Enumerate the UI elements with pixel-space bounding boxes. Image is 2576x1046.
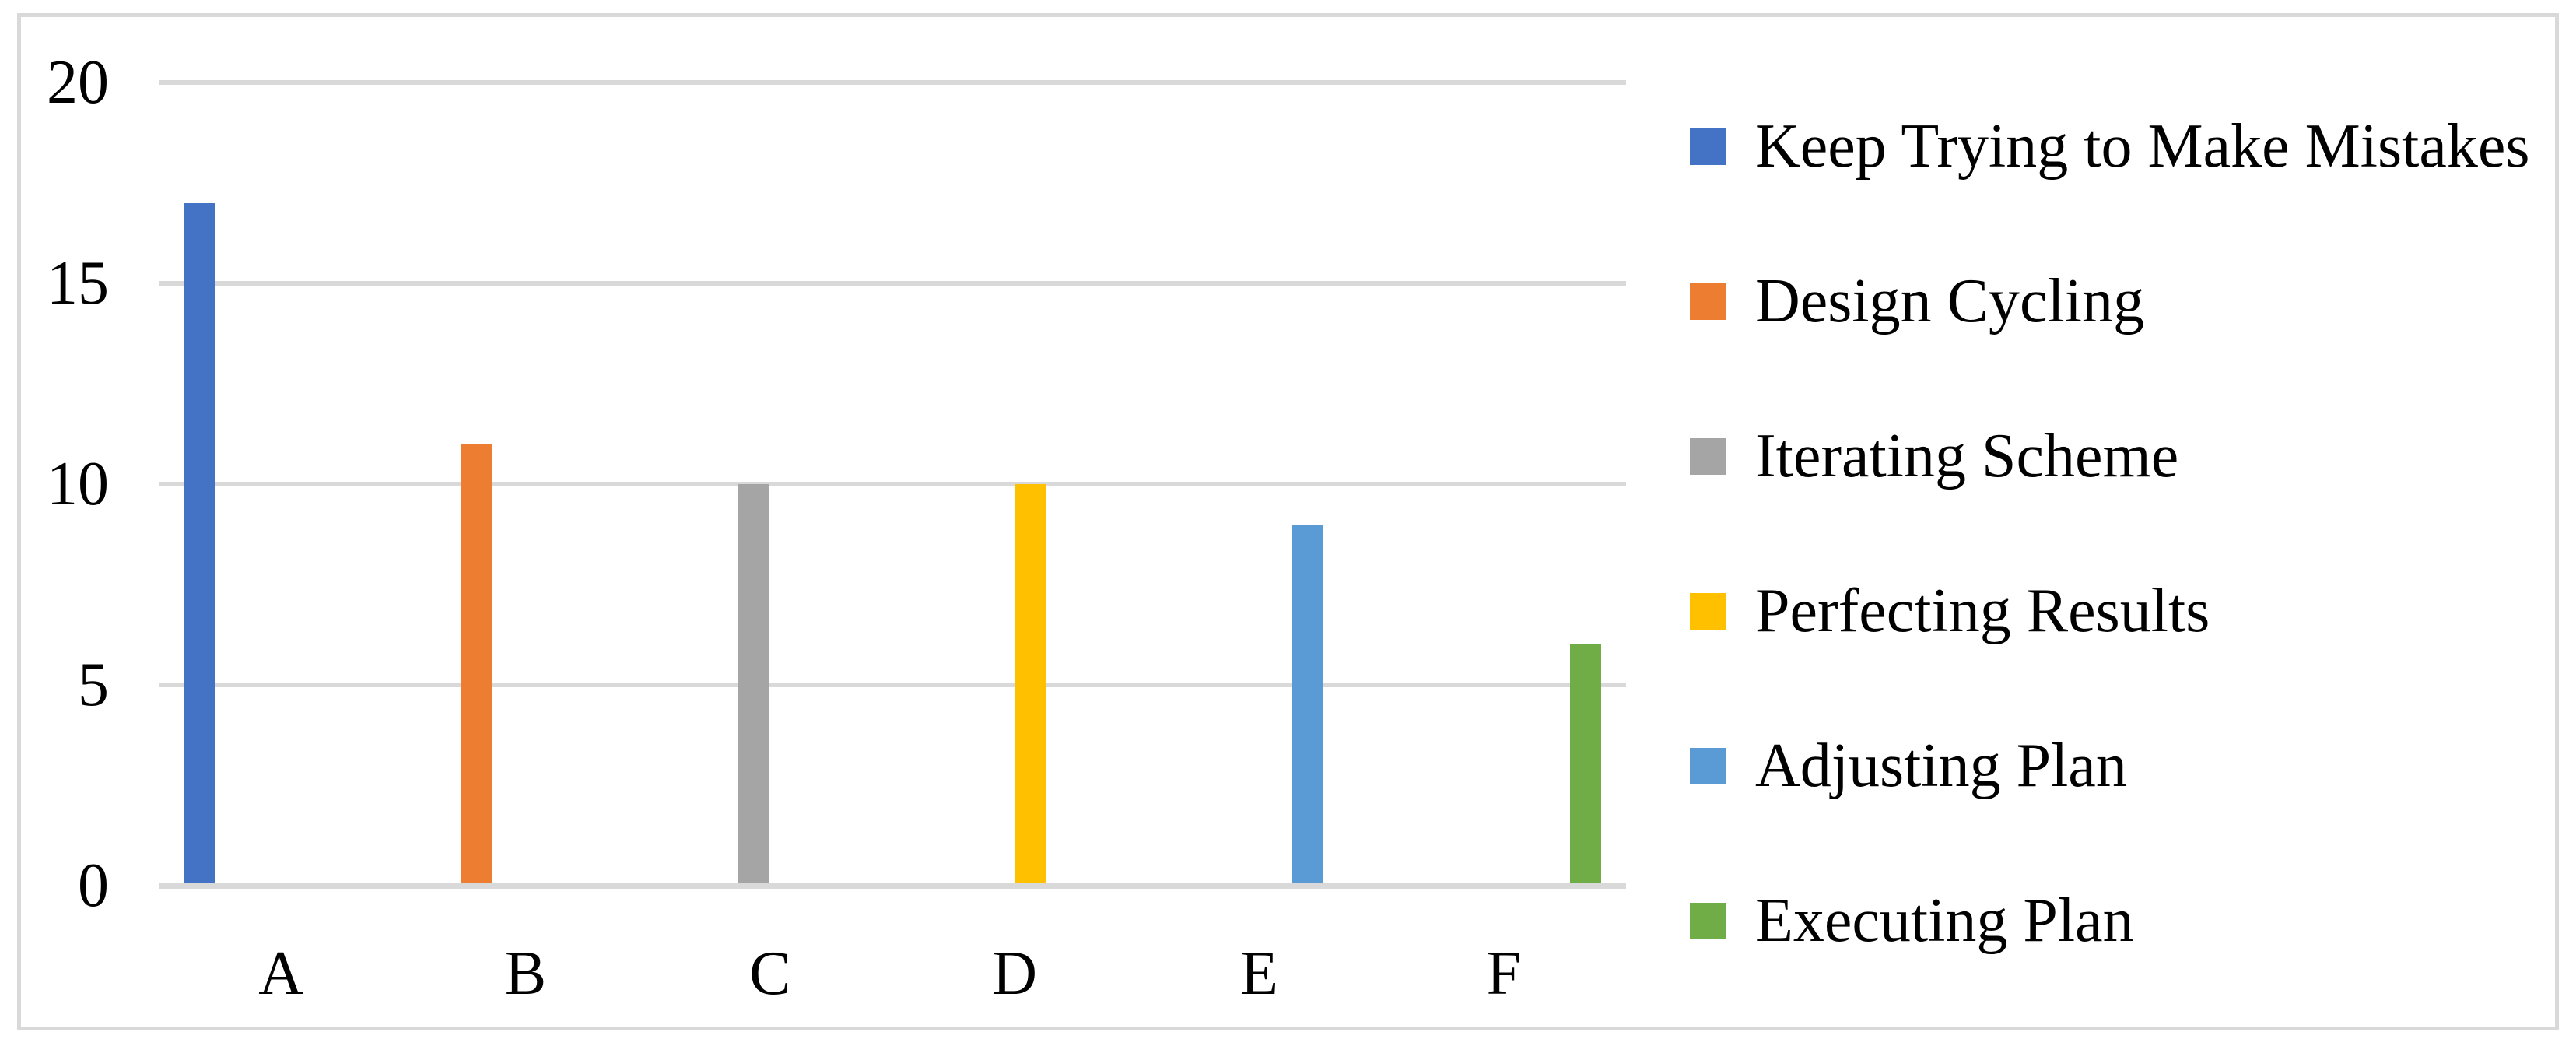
legend-label: Perfecting Results [1755,577,2210,645]
bar-B [461,444,492,883]
legend-marker-icon [1690,593,1726,630]
bar-C [738,484,769,883]
bar-A [184,202,216,883]
x-axis-line [159,883,1626,889]
legend-label: Keep Trying to Make Mistakes [1755,112,2530,181]
x-axis-category-label: F [1486,939,1522,1008]
legend-item: Design Cycling [1690,270,2546,332]
x-axis-category-label: C [749,939,791,1008]
legend-marker-icon [1690,283,1726,320]
legend-marker-icon [1690,438,1726,475]
gridline [159,683,1626,687]
x-axis-category-label: D [992,939,1038,1008]
y-axis-tick-label: 5 [78,651,109,719]
y-axis-tick-label: 15 [47,249,109,318]
bar-F [1569,644,1601,883]
legend-item: Perfecting Results [1690,580,2546,642]
legend-label: Design Cycling [1755,267,2144,335]
legend-item: Adjusting Plan [1690,735,2546,797]
legend-item: Iterating Scheme [1690,425,2546,487]
legend-item: Executing Plan [1690,890,2546,952]
legend-label: Executing Plan [1755,886,2134,955]
chart-figure: 20 15 10 5 0 A B C D E F Keep Trying to Make Mista… [17,13,2559,1030]
y-axis-tick-label: 10 [47,450,109,518]
plot-area: 20 15 10 5 0 A B C D E F [21,17,2555,1027]
legend-marker-icon [1690,748,1726,784]
legend: Keep Trying to Make Mistakes Design Cycli… [21,17,2555,1027]
bar-E [1292,524,1324,883]
gridline [159,80,1626,85]
x-axis-category-label: E [1240,939,1278,1008]
legend-label: Adjusting Plan [1755,732,2127,800]
legend-item: Keep Trying to Make Mistakes [1690,115,2546,177]
x-axis-category-label: B [504,939,547,1008]
legend-marker-icon [1690,903,1726,939]
bar-D [1015,484,1047,883]
gridline [159,281,1626,286]
y-axis-tick-label: 20 [47,48,109,117]
legend-label: Iterating Scheme [1755,422,2179,490]
gridline [159,482,1626,486]
legend-marker-icon [1690,128,1726,165]
x-axis-category-label: A [258,939,304,1008]
y-axis-tick-label: 0 [78,851,109,920]
